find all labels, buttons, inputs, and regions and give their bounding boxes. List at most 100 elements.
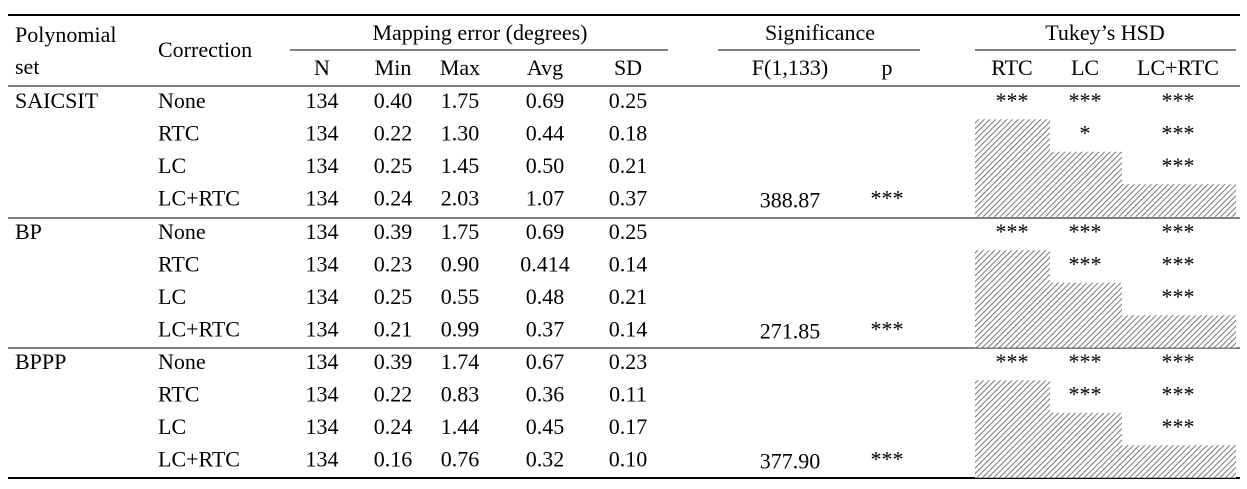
cell: 0.22 [374,121,413,146]
cell: 0.23 [609,349,648,374]
column-header: Min [375,55,412,80]
hatch [1050,184,1122,217]
correction: RTC [158,121,199,146]
tukey-cell: *** [1162,88,1195,113]
cell: 1.30 [441,121,480,146]
column-header: F(1,133) [752,55,828,80]
tukey-cell: *** [996,88,1029,113]
cell: 0.21 [609,284,648,309]
cell: 0.21 [374,317,413,342]
cell: 0.23 [374,252,413,277]
set-name: BPPP [15,349,66,374]
column-header: SD [614,55,642,80]
cell: 0.55 [441,284,480,309]
cell: 0.39 [374,349,413,374]
hatch [975,282,1050,316]
cell: 1.75 [441,88,480,113]
cell: 0.17 [609,414,648,439]
column-header: N [314,55,330,80]
tukey-cell: *** [1162,252,1195,277]
cell: 0.40 [374,88,413,113]
hatch [975,445,1050,478]
column-header: RTC [991,55,1032,80]
cell: 0.24 [374,414,413,439]
tukey-cell: *** [1069,88,1102,113]
cell: 0.32 [526,447,565,472]
hatch [1122,184,1236,217]
cell: 0.39 [374,219,413,244]
correction: LC [158,284,186,309]
correction: LC+RTC [158,317,240,342]
set-name: BP [15,219,42,244]
hatch [975,315,1050,348]
hatch [1050,282,1122,316]
cell: 0.36 [526,382,565,407]
cell: 0.14 [609,252,648,277]
cell: 0.45 [526,414,565,439]
hatch [1050,445,1122,478]
hatch [1050,412,1122,446]
hatch [1050,315,1122,348]
column-header: LC+RTC [1137,55,1219,80]
header: Polynomial [15,22,116,47]
f-value: 377.90 [760,449,821,474]
hatch [1122,315,1236,348]
column-header: p [882,55,893,80]
correction: LC [158,153,186,178]
hatch [975,380,1050,413]
cell: 134 [306,219,339,244]
cell: 0.10 [609,447,648,472]
hatch [975,151,1050,185]
correction: RTC [158,252,199,277]
cell: 0.48 [526,284,565,309]
f-value: 388.87 [760,188,821,213]
correction: LC+RTC [158,186,240,211]
hatch [975,119,1050,152]
cell: 0.25 [609,219,648,244]
cell: 0.22 [374,382,413,407]
cell: 0.21 [609,153,648,178]
cell: 134 [306,186,339,211]
cell: 0.37 [609,186,648,211]
p-value: *** [871,447,904,472]
tukey-cell: *** [1162,382,1195,407]
hatch [1050,151,1122,185]
correction: LC+RTC [158,447,240,472]
correction: None [158,349,206,374]
cell: 0.11 [609,382,647,407]
header: Significance [765,20,875,45]
tukey-cell: *** [1162,284,1195,309]
tukey-cell: *** [996,349,1029,374]
hatch [975,184,1050,217]
cell: 0.24 [374,186,413,211]
tukey-cell: *** [1162,349,1195,374]
cell: 1.75 [441,219,480,244]
column-header: LC [1071,55,1099,80]
cell: 1.74 [441,349,480,374]
cell: 0.414 [520,252,570,277]
header: Correction [158,37,252,62]
cell: 0.67 [526,349,565,374]
tukey-cell: *** [1162,121,1195,146]
cell: 0.25 [374,153,413,178]
cell: 1.45 [441,153,480,178]
cell: 0.16 [374,447,413,472]
cell: 134 [306,317,339,342]
cell: 0.18 [609,121,648,146]
column-header: Avg [527,55,563,80]
correction: None [158,219,206,244]
hatch [975,412,1050,446]
cell: 0.90 [441,252,480,277]
cell: 2.03 [441,186,480,211]
correction: RTC [158,382,199,407]
header: set [15,54,39,79]
p-value: *** [871,186,904,211]
cell: 0.25 [374,284,413,309]
cell: 134 [306,414,339,439]
cell: 0.76 [441,447,480,472]
tukey-cell: *** [1162,414,1195,439]
cell: 0.83 [441,382,480,407]
cell: 134 [306,349,339,374]
cell: 134 [306,382,339,407]
tukey-cell: *** [1069,382,1102,407]
